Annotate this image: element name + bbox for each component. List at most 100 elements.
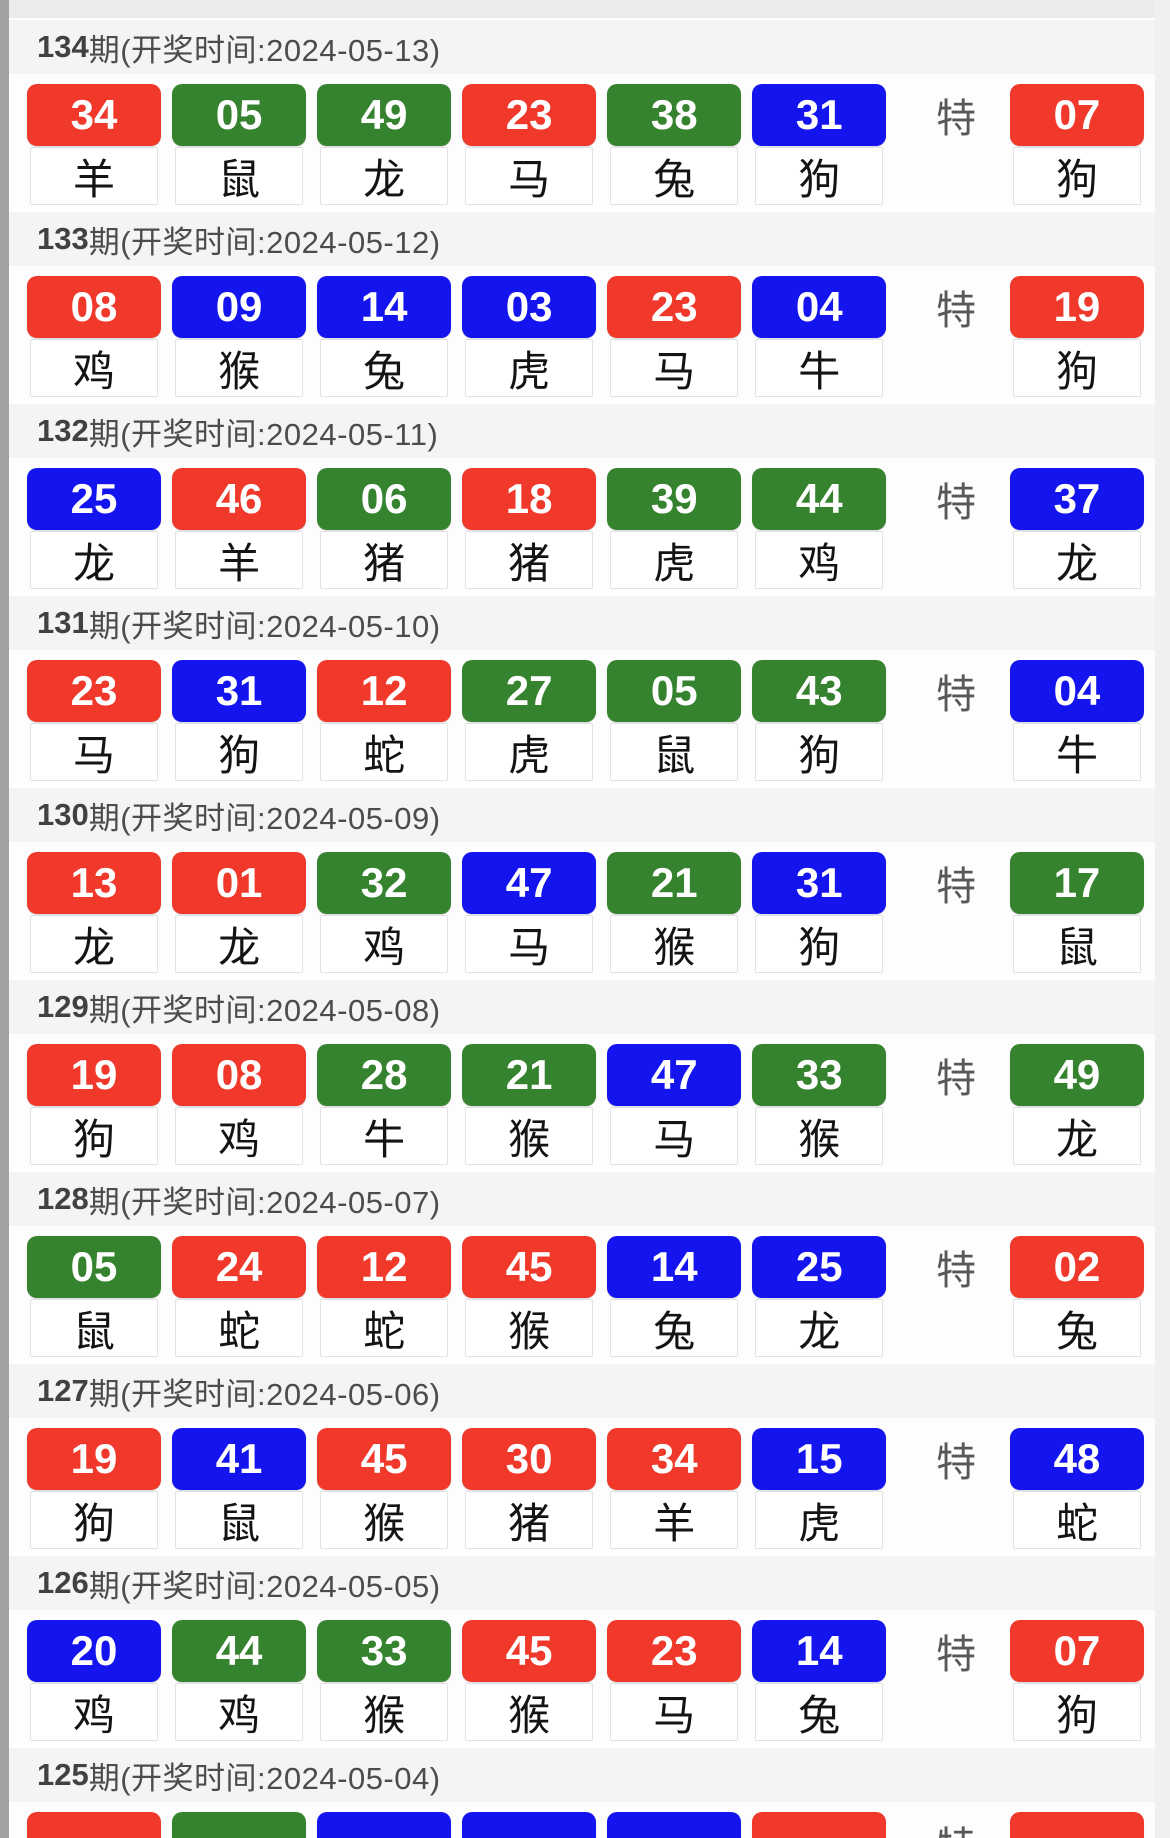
draw-period: 126 xyxy=(37,1565,89,1600)
zodiac-label: 狗 xyxy=(1012,147,1141,205)
zodiac-label: 龙 xyxy=(755,1299,884,1357)
number-cell: 25 龙 xyxy=(27,468,162,589)
zodiac-label: 鸡 xyxy=(175,1683,304,1741)
number-cell: 33 猴 xyxy=(752,1044,887,1165)
number-ball: 44 xyxy=(172,1620,307,1682)
balls-row: 13 龙 01 龙 32 鸡 47 马 21 猴 31 狗 特 17 鼠 xyxy=(9,842,1155,978)
number-ball: 03 xyxy=(462,276,597,338)
number-ball: 23 xyxy=(462,84,597,146)
number-ball: 45 xyxy=(317,1428,452,1490)
number-cell: 27 虎 xyxy=(462,660,597,781)
draw-time: 期(开奖时间:2024-05-09) xyxy=(88,800,441,836)
zodiac-label: 猴 xyxy=(320,1683,449,1741)
special-label: 特 xyxy=(930,1812,982,1838)
number-ball: 04 xyxy=(752,276,887,338)
number-ball: 47 xyxy=(607,1044,742,1106)
number-ball: 28 xyxy=(317,1044,452,1106)
zodiac-label: 鸡 xyxy=(320,915,449,973)
special-number-cell xyxy=(1009,1812,1144,1838)
number-cell: 31 狗 xyxy=(752,852,887,973)
zodiac-label: 兔 xyxy=(610,147,739,205)
zodiac-label: 鼠 xyxy=(610,723,739,781)
number-cell xyxy=(172,1812,307,1838)
number-cell: 45 猴 xyxy=(462,1620,597,1741)
number-ball: 15 xyxy=(752,1428,887,1490)
number-ball: 45 xyxy=(462,1620,597,1682)
zodiac-label: 猴 xyxy=(465,1683,594,1741)
draw-period: 132 xyxy=(37,413,89,448)
draw-group: 134 期(开奖时间:2024-05-13) 34 羊 05 鼠 49 龙 23 … xyxy=(9,18,1155,210)
number-ball: 34 xyxy=(27,84,162,146)
special-label: 特 xyxy=(936,481,977,525)
zodiac-label: 马 xyxy=(465,147,594,205)
number-cell: 21 猴 xyxy=(607,852,742,973)
special-number-cell: 19 狗 xyxy=(1009,276,1144,397)
special-label: 特 xyxy=(936,673,977,717)
number-ball: 13 xyxy=(27,852,162,914)
lottery-results-page: 134 期(开奖时间:2024-05-13) 34 羊 05 鼠 49 龙 23 … xyxy=(9,0,1155,1838)
draw-header: 127 期(开奖时间:2024-05-06) xyxy=(9,1362,1155,1418)
zodiac-label: 猴 xyxy=(610,915,739,973)
number-ball: 27 xyxy=(462,660,597,722)
number-cell: 23 马 xyxy=(462,84,597,205)
number-cell: 30 猪 xyxy=(462,1428,597,1549)
number-ball: 18 xyxy=(462,468,597,530)
zodiac-label: 龙 xyxy=(30,531,159,589)
draw-group: 133 期(开奖时间:2024-05-12) 08 鸡 09 猴 14 兔 03 … xyxy=(9,210,1155,402)
number-ball: 38 xyxy=(607,84,742,146)
draw-period: 133 xyxy=(37,221,89,256)
number-ball: 17 xyxy=(1009,852,1144,914)
zodiac-label: 羊 xyxy=(610,1491,739,1549)
number-ball: 20 xyxy=(27,1620,162,1682)
number-ball: 01 xyxy=(172,852,307,914)
number-cell: 19 狗 xyxy=(27,1044,162,1165)
draw-period: 125 xyxy=(37,1757,89,1792)
number-ball: 37 xyxy=(1009,468,1144,530)
number-cell: 47 马 xyxy=(607,1044,742,1165)
number-ball: 33 xyxy=(317,1620,452,1682)
number-cell: 33 猴 xyxy=(317,1620,452,1741)
zodiac-label: 狗 xyxy=(755,723,884,781)
zodiac-label: 狗 xyxy=(755,915,884,973)
number-cell: 44 鸡 xyxy=(752,468,887,589)
balls-row: 25 龙 46 羊 06 猪 18 猪 39 虎 44 鸡 特 37 龙 xyxy=(9,458,1155,594)
zodiac-label: 鸡 xyxy=(30,339,159,397)
balls-row: 特 xyxy=(9,1802,1155,1838)
draw-header: 125 期(开奖时间:2024-05-04) xyxy=(9,1746,1155,1802)
special-number-cell: 37 龙 xyxy=(1009,468,1144,589)
special-number-cell: 04 牛 xyxy=(1009,660,1144,781)
number-ball: 49 xyxy=(317,84,452,146)
number-ball: 39 xyxy=(607,468,742,530)
zodiac-label: 猴 xyxy=(465,1107,594,1165)
number-cell: 06 猪 xyxy=(317,468,452,589)
draw-group: 126 期(开奖时间:2024-05-05) 20 鸡 44 鸡 33 猴 45 … xyxy=(9,1554,1155,1746)
zodiac-label: 猴 xyxy=(755,1107,884,1165)
number-cell: 39 虎 xyxy=(607,468,742,589)
draw-header: 129 期(开奖时间:2024-05-08) xyxy=(9,978,1155,1034)
number-cell: 32 鸡 xyxy=(317,852,452,973)
balls-row: 20 鸡 44 鸡 33 猴 45 猴 23 马 14 兔 特 07 狗 xyxy=(9,1610,1155,1746)
number-cell: 12 蛇 xyxy=(317,1236,452,1357)
left-scrollbar[interactable] xyxy=(0,0,9,1838)
draw-time: 期(开奖时间:2024-05-05) xyxy=(88,1568,441,1604)
number-cell: 13 龙 xyxy=(27,852,162,973)
number-ball xyxy=(317,1812,452,1838)
balls-row: 19 狗 41 鼠 45 猴 30 猪 34 羊 15 虎 特 48 蛇 xyxy=(9,1418,1155,1554)
zodiac-label: 蛇 xyxy=(320,1299,449,1357)
balls-row: 19 狗 08 鸡 28 牛 21 猴 47 马 33 猴 特 49 龙 xyxy=(9,1034,1155,1170)
draw-group: 132 期(开奖时间:2024-05-11) 25 龙 46 羊 06 猪 18 … xyxy=(9,402,1155,594)
number-cell: 14 兔 xyxy=(752,1620,887,1741)
number-ball: 43 xyxy=(752,660,887,722)
zodiac-label: 猴 xyxy=(320,1491,449,1549)
draw-group: 130 期(开奖时间:2024-05-09) 13 龙 01 龙 32 鸡 47 … xyxy=(9,786,1155,978)
number-cell: 05 鼠 xyxy=(607,660,742,781)
number-ball: 31 xyxy=(752,84,887,146)
number-ball xyxy=(607,1812,742,1838)
zodiac-label: 虎 xyxy=(465,723,594,781)
draw-time: 期(开奖时间:2024-05-07) xyxy=(88,1184,441,1220)
number-ball: 33 xyxy=(752,1044,887,1106)
number-ball: 12 xyxy=(317,660,452,722)
number-ball: 08 xyxy=(27,276,162,338)
number-ball: 31 xyxy=(752,852,887,914)
zodiac-label: 羊 xyxy=(30,147,159,205)
